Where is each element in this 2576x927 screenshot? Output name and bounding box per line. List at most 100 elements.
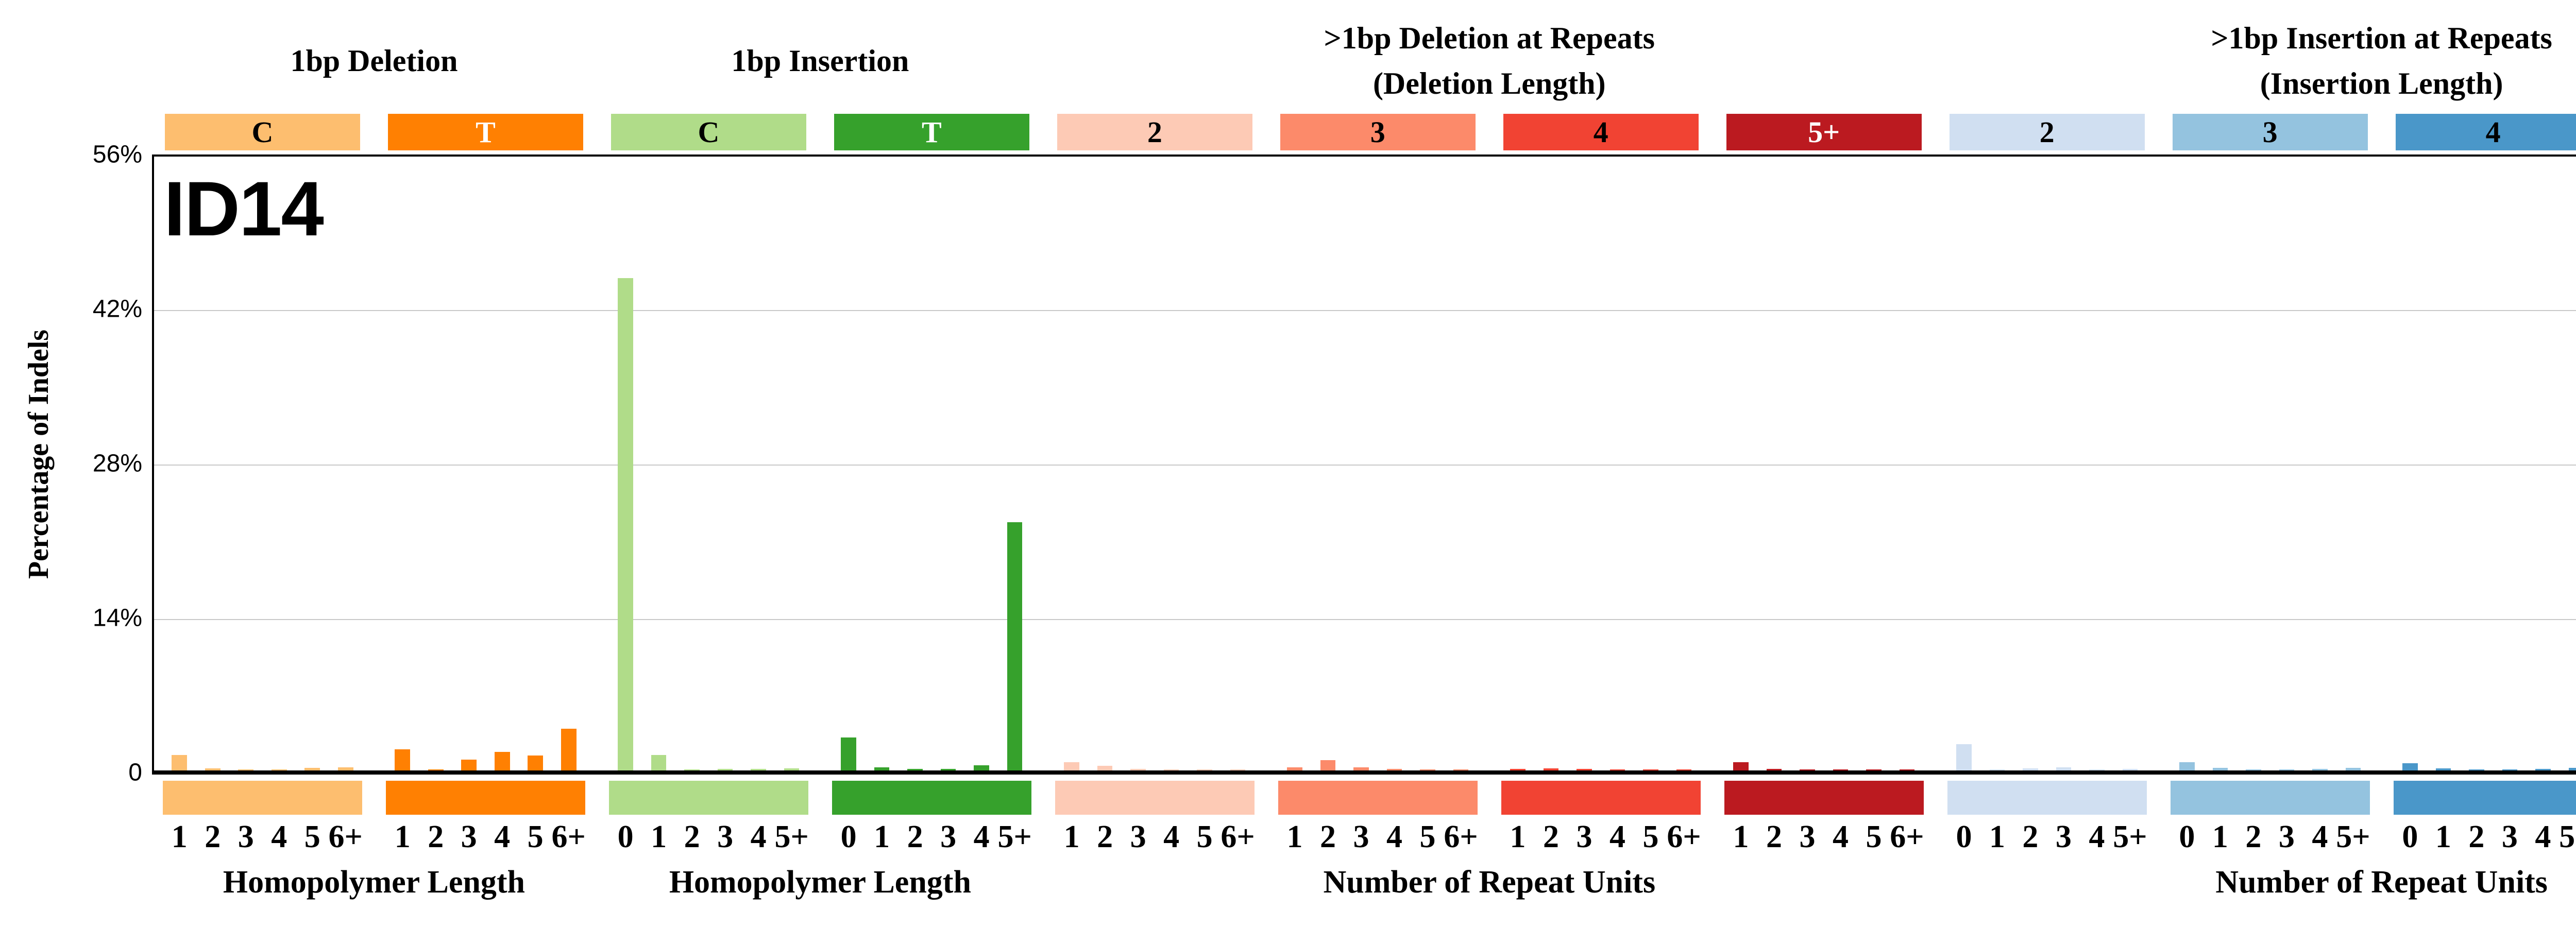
- x-tick-label: 0: [2402, 819, 2418, 854]
- x-tick-label: 1: [1286, 819, 1303, 854]
- x-tick-label: 3: [1130, 819, 1146, 854]
- bar: [841, 737, 856, 770]
- x-tick-label: 1: [1063, 819, 1080, 854]
- bar: [2568, 767, 2576, 770]
- bar: [1287, 767, 1302, 770]
- x-tick-label: 1: [1989, 819, 2005, 854]
- x-axis-caption: Number of Repeat Units: [2215, 865, 2548, 900]
- x-tick-label: 4: [750, 819, 767, 854]
- y-tick-label: 56%: [92, 141, 142, 168]
- x-axis-caption: Homopolymer Length: [223, 865, 526, 900]
- x-tick-label: 1: [2212, 819, 2228, 854]
- category-underline-band: [608, 781, 808, 815]
- x-tick-label: 5: [1419, 819, 1436, 854]
- x-tick-label: 6+: [1221, 819, 1255, 854]
- x-tick-label: 1: [171, 819, 188, 854]
- category-header-box-2: 2: [1949, 114, 2145, 150]
- bar: [1609, 769, 1625, 770]
- bar: [1163, 769, 1179, 770]
- x-tick-label: 1: [1733, 819, 1749, 854]
- x-tick-label: 2: [2245, 819, 2262, 854]
- y-tick-label: 0: [128, 759, 142, 786]
- category-header-label: 2: [1147, 115, 1162, 149]
- category-underline-band: [1055, 781, 1255, 815]
- x-tick-label: 3: [1353, 819, 1369, 854]
- bar: [1353, 767, 1369, 770]
- bar: [2502, 769, 2518, 770]
- category-header-label: 2: [2039, 115, 2055, 149]
- x-tick-label: 0: [840, 819, 857, 854]
- x-tick-label: 3: [940, 819, 957, 854]
- x-tick-label: 0: [2179, 819, 2195, 854]
- category-header-label: C: [251, 115, 274, 149]
- x-tick-label: 1: [2435, 819, 2451, 854]
- x-tick-label: 5: [1642, 819, 1659, 854]
- section-title: >1bp Insertion at Repeats (Insertion Leng…: [1947, 14, 2576, 107]
- bar: [395, 749, 411, 770]
- y-tick-label: 28%: [92, 450, 142, 477]
- bar: [2089, 769, 2105, 770]
- x-tick-label: 5: [304, 819, 320, 854]
- bar: [1866, 769, 1882, 770]
- bar: [2023, 768, 2038, 770]
- bar: [461, 759, 477, 770]
- category-underline-band: [385, 781, 585, 815]
- category-header-label: 3: [2262, 115, 2278, 149]
- x-tick-label: 5+: [774, 819, 809, 854]
- x-tick-label: 3: [2278, 819, 2295, 854]
- category-underline-band: [1724, 781, 1924, 815]
- x-tick-label: 6+: [551, 819, 586, 854]
- x-tick-label: 1: [394, 819, 411, 854]
- bar: [717, 768, 733, 770]
- bar: [2469, 769, 2484, 770]
- bar: [1543, 768, 1559, 770]
- section-title-line: >1bp Deletion at Repeats: [1324, 21, 1655, 55]
- x-axis-caption: Number of Repeat Units: [1323, 865, 1656, 900]
- category-header-box-C: C: [165, 114, 360, 150]
- bar: [1989, 769, 2005, 770]
- gridline-14pct: [154, 619, 2576, 620]
- section-title-line: >1bp Insertion at Repeats: [2211, 21, 2552, 55]
- bar: [874, 767, 890, 770]
- x-tick-label: 2: [2022, 819, 2039, 854]
- x-tick-label: 3: [2055, 819, 2072, 854]
- bar: [1130, 769, 1146, 770]
- x-tick-label: 0: [617, 819, 634, 854]
- category-header-label: 4: [1593, 115, 1608, 149]
- y-tick-label: 14%: [92, 604, 142, 632]
- bar: [2179, 762, 2195, 770]
- x-tick-label: 5: [1196, 819, 1213, 854]
- bar: [2056, 767, 2072, 770]
- category-header-box-3: 3: [1280, 114, 1476, 150]
- bar: [1800, 769, 1815, 770]
- category-underline-band: [1278, 781, 1478, 815]
- category-underline-band: [1501, 781, 1701, 815]
- x-tick-label: 4: [1163, 819, 1180, 854]
- x-tick-label: 4: [973, 819, 990, 854]
- bar: [1643, 769, 1658, 770]
- bar: [238, 769, 254, 770]
- bar: [1420, 769, 1435, 770]
- x-tick-label: 0: [1956, 819, 1972, 854]
- category-header-label: T: [922, 115, 942, 149]
- category-header-box-4: 4: [1503, 114, 1699, 150]
- x-tick-label: 2: [1320, 819, 1336, 854]
- x-tick-label: 3: [238, 819, 254, 854]
- x-tick-label: 4: [494, 819, 511, 854]
- bar: [1197, 769, 1212, 770]
- x-tick-label: 6+: [1667, 819, 1701, 854]
- gridline-28pct: [154, 465, 2576, 466]
- bar: [2312, 768, 2328, 770]
- y-axis-title: Percentage of Indels: [23, 329, 55, 579]
- x-tick-label: 4: [1609, 819, 1625, 854]
- bar: [1956, 744, 1972, 770]
- x-tick-label: 5+: [2559, 819, 2576, 854]
- category-underline-band: [832, 781, 1031, 815]
- bar: [428, 769, 444, 770]
- bar: [907, 768, 923, 770]
- category-header-box-C: C: [611, 114, 806, 150]
- x-tick-label: 1: [1510, 819, 1526, 854]
- bar: [1064, 762, 1079, 770]
- x-tick-label: 6+: [1890, 819, 1924, 854]
